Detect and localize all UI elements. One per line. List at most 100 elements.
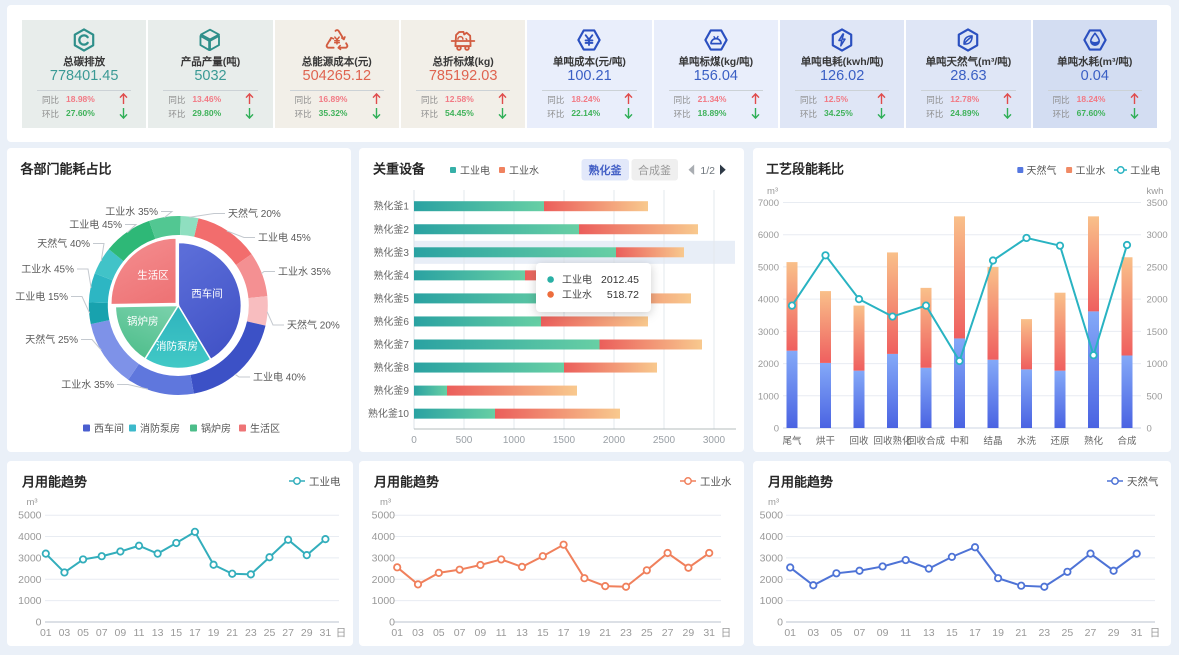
svg-text:29: 29 xyxy=(1108,627,1120,639)
svg-text:西车间: 西车间 xyxy=(191,287,223,300)
svg-text:1/2: 1/2 xyxy=(700,165,715,177)
svg-text:天然气 25%: 天然气 25% xyxy=(25,333,78,346)
svg-text:熟化釜: 熟化釜 xyxy=(589,163,623,177)
svg-text:工业水: 工业水 xyxy=(1076,165,1106,177)
svg-text:13: 13 xyxy=(516,627,528,639)
svg-text:17: 17 xyxy=(558,627,570,639)
svg-text:4000: 4000 xyxy=(758,295,779,306)
svg-text:500: 500 xyxy=(1147,391,1163,402)
svg-text:1000: 1000 xyxy=(372,595,396,607)
svg-text:合成: 合成 xyxy=(1117,435,1137,447)
svg-text:07: 07 xyxy=(854,627,866,639)
svg-text:2000: 2000 xyxy=(603,435,626,446)
svg-text:13: 13 xyxy=(152,627,164,639)
svg-text:天然气: 天然气 xyxy=(1027,164,1057,177)
svg-text:19: 19 xyxy=(579,627,591,639)
svg-text:还原: 还原 xyxy=(1050,435,1069,447)
svg-text:各部门能耗占比: 各部门能耗占比 xyxy=(20,162,112,177)
svg-text:29: 29 xyxy=(301,627,313,639)
svg-text:5000: 5000 xyxy=(760,510,784,522)
svg-text:05: 05 xyxy=(433,627,445,639)
svg-text:日: 日 xyxy=(336,627,347,639)
svg-text:熟化釜3: 熟化釜3 xyxy=(373,246,409,259)
svg-text:11: 11 xyxy=(134,627,145,639)
svg-text:工业电 45%: 工业电 45% xyxy=(258,231,311,244)
svg-text:01: 01 xyxy=(40,627,52,639)
svg-text:03: 03 xyxy=(412,627,424,639)
svg-text:工业水: 工业水 xyxy=(509,165,539,177)
svg-text:21: 21 xyxy=(599,627,611,639)
svg-text:工业水 35%: 工业水 35% xyxy=(105,206,158,218)
svg-text:2000: 2000 xyxy=(18,574,42,586)
svg-text:熟化釜10: 熟化釜10 xyxy=(368,407,410,420)
svg-text:1000: 1000 xyxy=(758,391,779,402)
svg-text:1000: 1000 xyxy=(503,435,526,446)
svg-text:m³: m³ xyxy=(27,497,38,508)
svg-text:回收: 回收 xyxy=(849,435,869,447)
svg-text:中和: 中和 xyxy=(950,435,969,447)
svg-text:15: 15 xyxy=(946,627,958,639)
svg-text:1000: 1000 xyxy=(760,595,784,607)
svg-text:31: 31 xyxy=(703,627,715,639)
svg-text:27: 27 xyxy=(282,627,294,639)
svg-text:3000: 3000 xyxy=(760,552,784,564)
svg-text:m³: m³ xyxy=(380,497,391,508)
svg-text:工业电: 工业电 xyxy=(562,273,592,286)
svg-text:518.72: 518.72 xyxy=(607,289,639,301)
svg-text:13: 13 xyxy=(923,627,935,639)
svg-text:熟化釜4: 熟化釜4 xyxy=(373,269,409,282)
svg-text:09: 09 xyxy=(877,627,889,639)
svg-text:25: 25 xyxy=(641,627,653,639)
svg-text:结晶: 结晶 xyxy=(983,435,1002,447)
svg-text:3000: 3000 xyxy=(1147,230,1168,241)
svg-text:4000: 4000 xyxy=(18,531,42,543)
svg-text:日: 日 xyxy=(1150,627,1161,639)
svg-text:尾气: 尾气 xyxy=(782,435,802,447)
svg-text:15: 15 xyxy=(537,627,549,639)
svg-text:水洗: 水洗 xyxy=(1017,435,1037,447)
svg-text:1000: 1000 xyxy=(18,595,42,607)
svg-text:消防泵房: 消防泵房 xyxy=(140,422,180,435)
svg-text:回收合成: 回收合成 xyxy=(907,435,946,447)
svg-text:11: 11 xyxy=(496,627,507,639)
svg-text:1500: 1500 xyxy=(1147,327,1168,338)
svg-text:19: 19 xyxy=(208,627,220,639)
svg-text:合成釜: 合成釜 xyxy=(638,163,671,177)
svg-text:09: 09 xyxy=(475,627,487,639)
svg-text:2000: 2000 xyxy=(758,359,779,370)
svg-text:5000: 5000 xyxy=(18,510,42,522)
svg-text:工业水 45%: 工业水 45% xyxy=(21,264,74,276)
svg-text:03: 03 xyxy=(59,627,71,639)
svg-text:工业电 45%: 工业电 45% xyxy=(69,218,122,231)
svg-text:天然气: 天然气 xyxy=(1127,475,1159,488)
svg-text:2000: 2000 xyxy=(372,574,396,586)
svg-text:工业电: 工业电 xyxy=(309,475,341,488)
svg-text:日: 日 xyxy=(721,627,732,639)
svg-text:天然气 20%: 天然气 20% xyxy=(287,319,340,332)
svg-text:m³: m³ xyxy=(768,497,779,508)
svg-text:11: 11 xyxy=(900,627,911,639)
svg-text:工艺段能耗比: 工艺段能耗比 xyxy=(766,162,844,177)
svg-text:消防泵房: 消防泵房 xyxy=(156,340,198,353)
svg-text:05: 05 xyxy=(77,627,89,639)
svg-text:生活区: 生活区 xyxy=(137,269,169,282)
svg-text:0: 0 xyxy=(411,435,417,446)
svg-text:熟化釜8: 熟化釜8 xyxy=(373,361,409,374)
svg-text:工业水: 工业水 xyxy=(562,289,592,301)
svg-text:0: 0 xyxy=(389,617,395,629)
svg-text:月用能趋势: 月用能趋势 xyxy=(767,475,833,490)
svg-text:熟化釜1: 熟化釜1 xyxy=(373,200,409,213)
svg-text:01: 01 xyxy=(784,627,796,639)
svg-text:25: 25 xyxy=(264,627,276,639)
svg-text:2000: 2000 xyxy=(760,574,784,586)
svg-text:熟化釜9: 熟化釜9 xyxy=(373,384,409,397)
svg-text:工业电: 工业电 xyxy=(460,164,490,177)
svg-text:29: 29 xyxy=(683,627,695,639)
svg-text:19: 19 xyxy=(992,627,1004,639)
svg-text:熟化: 熟化 xyxy=(1084,435,1104,447)
svg-text:03: 03 xyxy=(807,627,819,639)
svg-text:3000: 3000 xyxy=(18,552,42,564)
svg-text:0: 0 xyxy=(36,617,42,629)
svg-text:23: 23 xyxy=(620,627,632,639)
svg-text:熟化釜6: 熟化釜6 xyxy=(373,315,409,328)
